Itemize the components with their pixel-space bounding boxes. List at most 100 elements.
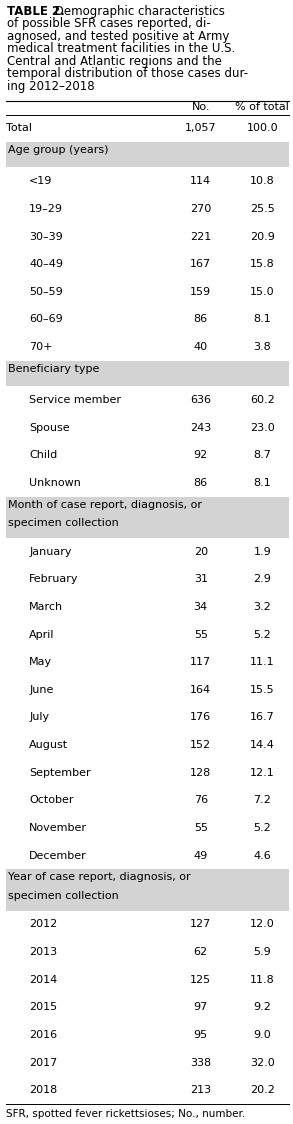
Text: 86: 86 [194, 478, 208, 488]
Text: 20.2: 20.2 [250, 1085, 275, 1095]
Text: 62: 62 [194, 948, 208, 957]
Text: 1,057: 1,057 [185, 124, 217, 134]
Text: % of total: % of total [235, 102, 289, 112]
Text: of possible SFR cases reported, di-: of possible SFR cases reported, di- [7, 18, 211, 30]
Text: 128: 128 [190, 768, 211, 778]
Text: 31: 31 [194, 574, 208, 584]
Text: 338: 338 [190, 1058, 211, 1068]
Text: 95: 95 [194, 1030, 208, 1040]
Text: 55: 55 [194, 629, 208, 640]
Bar [6, 870, 289, 910]
Text: 55: 55 [194, 823, 208, 833]
Text: 164: 164 [190, 685, 211, 695]
Text: 4.6: 4.6 [253, 851, 271, 861]
Text: 167: 167 [190, 260, 211, 269]
Text: 125: 125 [190, 975, 211, 985]
Text: 8.7: 8.7 [253, 451, 271, 460]
Text: 86: 86 [194, 315, 208, 325]
Text: 40: 40 [194, 342, 208, 352]
Text: No.: No. [191, 102, 210, 112]
Text: Year of case report, diagnosis, or: Year of case report, diagnosis, or [8, 872, 190, 882]
Text: 3.8: 3.8 [253, 342, 271, 352]
Text: April: April [29, 629, 55, 640]
Text: Total: Total [6, 124, 32, 134]
Text: 76: 76 [194, 796, 208, 806]
Text: 11.8: 11.8 [250, 975, 275, 985]
Text: 19–29: 19–29 [29, 203, 63, 214]
Text: ing 2012–2018: ing 2012–2018 [7, 80, 94, 93]
Text: 2017: 2017 [29, 1058, 57, 1068]
Text: June: June [29, 685, 54, 695]
Bar [6, 361, 289, 387]
Text: SFR, spotted fever rickettsioses; No., number.: SFR, spotted fever rickettsioses; No., n… [6, 1109, 245, 1120]
Text: 14.4: 14.4 [250, 740, 275, 750]
Text: March: March [29, 601, 63, 611]
Text: 50–59: 50–59 [29, 287, 63, 297]
Text: specimen collection: specimen collection [8, 890, 119, 900]
Text: Central and Atlantic regions and the: Central and Atlantic regions and the [7, 55, 222, 67]
Text: August: August [29, 740, 69, 750]
Text: 40–49: 40–49 [29, 260, 63, 269]
Text: 5.2: 5.2 [253, 629, 271, 640]
Text: 9.2: 9.2 [253, 1003, 271, 1013]
Text: 97: 97 [194, 1003, 208, 1013]
Text: February: February [29, 574, 79, 584]
Bar [6, 142, 289, 167]
Text: 100.0: 100.0 [246, 124, 278, 134]
Text: Unknown: Unknown [29, 478, 81, 488]
Text: 20: 20 [194, 546, 208, 556]
Text: Child: Child [29, 451, 57, 460]
Bar [6, 497, 289, 537]
Text: 9.0: 9.0 [253, 1030, 271, 1040]
Text: 176: 176 [190, 713, 211, 723]
Text: 2016: 2016 [29, 1030, 57, 1040]
Text: Beneficiary type: Beneficiary type [8, 364, 99, 374]
Text: Demographic characteristics: Demographic characteristics [51, 4, 225, 18]
Text: 2015: 2015 [29, 1003, 57, 1013]
Text: 152: 152 [190, 740, 211, 750]
Text: TABLE 2.: TABLE 2. [7, 4, 65, 18]
Text: 11.1: 11.1 [250, 658, 275, 668]
Text: 114: 114 [190, 176, 211, 187]
Text: 20.9: 20.9 [250, 232, 275, 242]
Text: 49: 49 [194, 851, 208, 861]
Text: temporal distribution of those cases dur-: temporal distribution of those cases dur… [7, 67, 248, 81]
Text: 92: 92 [194, 451, 208, 460]
Text: January: January [29, 546, 72, 556]
Text: 5.9: 5.9 [253, 948, 271, 957]
Text: 8.1: 8.1 [253, 315, 271, 325]
Text: specimen collection: specimen collection [8, 518, 119, 528]
Text: 25.5: 25.5 [250, 203, 275, 214]
Text: September: September [29, 768, 91, 778]
Text: 2014: 2014 [29, 975, 57, 985]
Text: 23.0: 23.0 [250, 423, 275, 433]
Text: medical treatment facilities in the U.S.: medical treatment facilities in the U.S. [7, 43, 235, 55]
Text: May: May [29, 658, 52, 668]
Text: October: October [29, 796, 74, 806]
Text: Service member: Service member [29, 395, 121, 405]
Text: 8.1: 8.1 [253, 478, 271, 488]
Text: 16.7: 16.7 [250, 713, 275, 723]
Text: 30–39: 30–39 [29, 232, 63, 242]
Text: 15.8: 15.8 [250, 260, 275, 269]
Text: 70+: 70+ [29, 342, 53, 352]
Text: 34: 34 [194, 601, 208, 611]
Text: 1.9: 1.9 [253, 546, 271, 556]
Text: Month of case report, diagnosis, or: Month of case report, diagnosis, or [8, 500, 202, 509]
Text: December: December [29, 851, 87, 861]
Text: <19: <19 [29, 176, 53, 187]
Text: 60.2: 60.2 [250, 395, 275, 405]
Text: 270: 270 [190, 203, 211, 214]
Text: Spouse: Spouse [29, 423, 70, 433]
Text: 12.1: 12.1 [250, 768, 275, 778]
Text: 15.5: 15.5 [250, 685, 275, 695]
Text: 12.0: 12.0 [250, 919, 275, 930]
Text: 3.2: 3.2 [253, 601, 271, 611]
Text: 127: 127 [190, 919, 211, 930]
Text: 32.0: 32.0 [250, 1058, 275, 1068]
Text: 213: 213 [190, 1085, 211, 1095]
Text: 243: 243 [190, 423, 211, 433]
Text: Age group (years): Age group (years) [8, 145, 108, 155]
Text: 60–69: 60–69 [29, 315, 63, 325]
Text: 2018: 2018 [29, 1085, 57, 1095]
